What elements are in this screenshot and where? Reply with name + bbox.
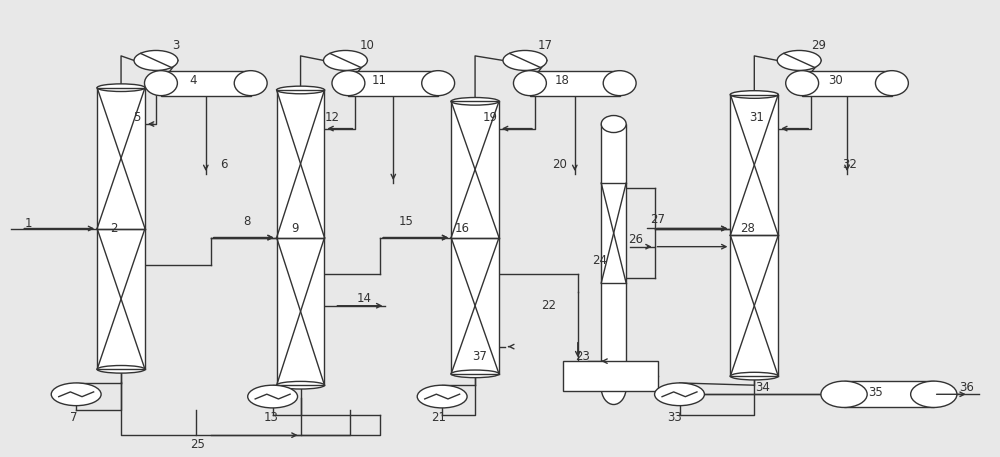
Text: 11: 11 — [372, 74, 387, 87]
Ellipse shape — [730, 90, 778, 98]
Text: 10: 10 — [360, 39, 375, 53]
Ellipse shape — [601, 116, 626, 133]
Circle shape — [323, 50, 367, 70]
Circle shape — [51, 383, 101, 406]
Circle shape — [417, 385, 467, 408]
Text: 35: 35 — [869, 386, 883, 399]
Circle shape — [777, 50, 821, 70]
Text: 28: 28 — [740, 222, 755, 235]
Ellipse shape — [451, 97, 499, 105]
Ellipse shape — [277, 382, 324, 389]
Circle shape — [248, 385, 298, 408]
Text: 15: 15 — [399, 215, 414, 228]
Text: 36: 36 — [959, 381, 974, 394]
Text: 9: 9 — [291, 222, 298, 235]
Bar — [348, 71, 438, 96]
Text: 25: 25 — [190, 438, 205, 451]
Bar — [730, 95, 778, 376]
Text: 26: 26 — [628, 234, 643, 246]
Text: 34: 34 — [755, 381, 770, 394]
Bar — [802, 71, 892, 96]
Ellipse shape — [144, 71, 177, 96]
Text: 32: 32 — [843, 159, 857, 171]
Text: 18: 18 — [554, 74, 569, 87]
Bar — [277, 90, 324, 385]
Ellipse shape — [730, 372, 778, 380]
Ellipse shape — [601, 371, 626, 404]
Text: 16: 16 — [455, 222, 470, 235]
Text: 19: 19 — [483, 111, 498, 124]
Text: 17: 17 — [537, 39, 552, 53]
Bar — [563, 361, 658, 391]
Text: 21: 21 — [431, 411, 446, 425]
Text: 13: 13 — [263, 411, 278, 425]
Ellipse shape — [875, 71, 908, 96]
Text: 7: 7 — [70, 411, 78, 425]
Circle shape — [134, 50, 178, 70]
Bar — [530, 71, 620, 96]
Text: 14: 14 — [357, 292, 372, 305]
Ellipse shape — [234, 71, 267, 96]
Text: 24: 24 — [592, 254, 607, 267]
Ellipse shape — [911, 381, 957, 408]
Text: 1: 1 — [25, 218, 32, 230]
Text: 8: 8 — [243, 215, 250, 228]
Bar — [97, 88, 145, 369]
Ellipse shape — [603, 71, 636, 96]
Bar — [844, 381, 934, 408]
Text: 2: 2 — [110, 222, 118, 235]
Ellipse shape — [332, 71, 365, 96]
Text: 29: 29 — [812, 39, 827, 53]
Text: 31: 31 — [749, 111, 764, 124]
Text: 3: 3 — [172, 39, 180, 53]
Text: 6: 6 — [220, 159, 228, 171]
Text: 4: 4 — [189, 74, 197, 87]
Ellipse shape — [821, 381, 867, 408]
Text: 37: 37 — [473, 350, 487, 363]
Text: 27: 27 — [650, 213, 665, 226]
Text: 30: 30 — [828, 74, 842, 87]
Ellipse shape — [786, 71, 819, 96]
Text: 20: 20 — [552, 159, 567, 171]
Ellipse shape — [277, 86, 324, 94]
Ellipse shape — [97, 366, 145, 373]
Text: 5: 5 — [133, 111, 141, 124]
Ellipse shape — [513, 71, 546, 96]
Text: 33: 33 — [667, 411, 682, 425]
Circle shape — [655, 383, 704, 406]
Text: 22: 22 — [541, 299, 556, 312]
Ellipse shape — [451, 370, 499, 377]
Ellipse shape — [97, 84, 145, 91]
Ellipse shape — [422, 71, 455, 96]
Bar — [451, 101, 499, 374]
Bar — [601, 124, 626, 388]
Text: 23: 23 — [575, 350, 590, 363]
Bar — [161, 71, 251, 96]
Circle shape — [503, 50, 547, 70]
Text: 12: 12 — [325, 111, 340, 124]
